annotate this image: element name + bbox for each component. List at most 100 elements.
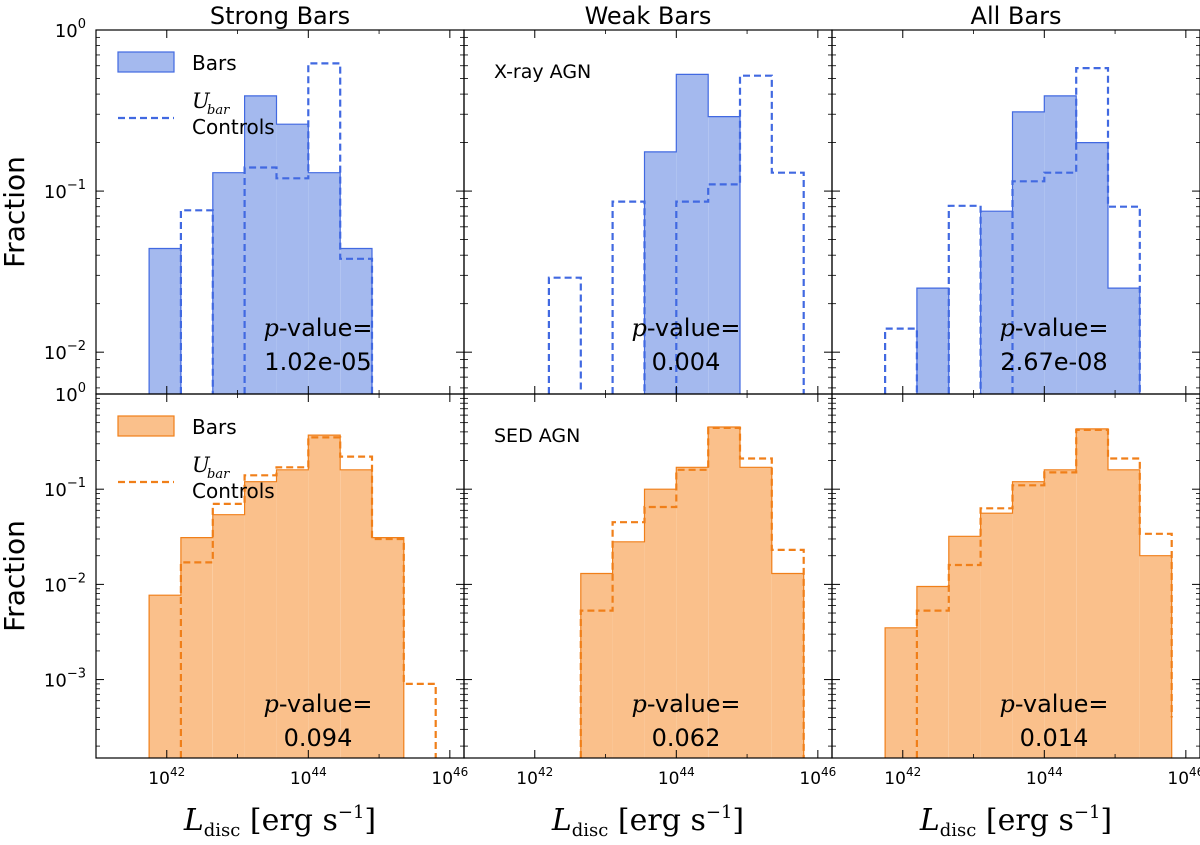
- x-label-symbol: L: [551, 803, 572, 838]
- plot-area: [148, 434, 437, 758]
- pvalue-label: p-value=: [999, 690, 1108, 718]
- legend-bars-swatch: [117, 415, 175, 437]
- bar: [1012, 111, 1045, 394]
- x-label-subscript: disc: [204, 820, 241, 840]
- pvalue-p: p: [631, 314, 646, 342]
- plot-area: [547, 73, 805, 394]
- legend-bars-label: Bars: [192, 415, 237, 439]
- legend-controls-symbol: U: [192, 89, 211, 113]
- bar: [149, 248, 181, 394]
- bar: [308, 172, 341, 394]
- x-tick-label: 1044: [290, 765, 327, 789]
- bar: [916, 586, 949, 758]
- pvalue-p: p: [999, 690, 1014, 718]
- sample-annotation: X-ray AGN: [494, 61, 591, 83]
- bar: [212, 172, 245, 394]
- pvalue-number: 2.67e-08: [1000, 348, 1107, 376]
- x-tick-label: 1046: [799, 765, 836, 789]
- bar: [180, 537, 213, 758]
- pvalue-rest: -value=: [279, 690, 373, 718]
- bar: [1139, 555, 1172, 758]
- pvalue-p: p: [263, 690, 278, 718]
- bar: [771, 573, 804, 758]
- pvalue-number: 0.062: [652, 724, 721, 752]
- bar: [644, 151, 677, 394]
- y-tick-label: 10−2: [44, 571, 86, 596]
- bar: [276, 469, 309, 758]
- pvalue-number: 0.094: [284, 724, 353, 752]
- bars-outline: [884, 428, 1173, 758]
- x-axis-label: Ldisc [erg s−1]: [551, 802, 744, 840]
- pvalue-number: 0.014: [1020, 724, 1089, 752]
- x-tick-label: 1046: [1167, 765, 1200, 789]
- panel-1-1: 1042 1044 1046 SED AGN p-value= 0.062: [463, 393, 836, 789]
- pvalue-number: 1.02e-05: [264, 348, 371, 376]
- bars-outline: [916, 95, 1141, 394]
- bar: [708, 116, 740, 394]
- bar: [1076, 142, 1108, 394]
- pvalue-rest: -value=: [1015, 314, 1109, 342]
- panel-0-0: 100 10−1 10−2 Strong Bars p-value= 1.02e-05 Ba…: [44, 2, 465, 395]
- plot-area: [579, 426, 805, 758]
- x-label-close: ]: [732, 803, 744, 838]
- controls-step-line: [179, 436, 437, 758]
- bar: [612, 541, 645, 758]
- bar: [276, 124, 309, 394]
- x-label-unit: [erg s: [608, 803, 705, 838]
- legend-controls-symbol: U: [192, 453, 211, 477]
- legend-controls-subscript: bar: [207, 103, 230, 118]
- bar: [708, 427, 740, 758]
- legend-controls-subscript: bar: [207, 467, 230, 482]
- y-tick-label: 10−3: [44, 667, 86, 692]
- controls-step-line: [884, 67, 1141, 394]
- x-label-close: ]: [1100, 803, 1112, 838]
- pvalue-rest: -value=: [279, 314, 373, 342]
- pvalue-rest: -value=: [1015, 690, 1109, 718]
- y-axis-label: Fraction: [0, 156, 31, 268]
- pvalue-label: p-value=: [263, 314, 372, 342]
- x-tick-label: 1046: [431, 765, 468, 789]
- bar: [948, 536, 981, 758]
- bar: [1108, 469, 1140, 758]
- bar: [1108, 288, 1140, 394]
- pvalue-label: p-value=: [263, 690, 372, 718]
- x-tick-label: 1042: [884, 765, 921, 789]
- bar: [1076, 428, 1108, 758]
- bar: [308, 435, 341, 758]
- x-label-symbol: L: [919, 803, 940, 838]
- plot-area: [884, 67, 1141, 394]
- pvalue-rest: -value=: [647, 314, 741, 342]
- legend-controls-label: Controls: [192, 115, 275, 139]
- x-tick-label: 1042: [516, 765, 553, 789]
- pvalue-number: 0.004: [652, 348, 721, 376]
- pvalue-p: p: [631, 690, 646, 718]
- column-title: Weak Bars: [585, 2, 712, 30]
- pvalue-label: p-value=: [631, 690, 740, 718]
- bar: [740, 467, 772, 758]
- bar: [676, 74, 709, 394]
- bar: [244, 95, 277, 394]
- pvalue-p: p: [999, 314, 1014, 342]
- x-label-close: ]: [364, 803, 376, 838]
- bar: [149, 595, 181, 758]
- x-tick-label: 1044: [1026, 765, 1063, 789]
- x-axis-label: Ldisc [erg s−1]: [183, 802, 376, 840]
- x-label-subscript: disc: [940, 820, 977, 840]
- pvalue-p: p: [263, 314, 278, 342]
- x-label-symbol: L: [183, 803, 204, 838]
- x-label-unit: [erg s: [976, 803, 1073, 838]
- bar: [980, 211, 1013, 394]
- bar: [212, 514, 245, 758]
- x-axis-label: Ldisc [erg s−1]: [919, 802, 1112, 840]
- bar: [244, 481, 277, 758]
- legend-controls-label: Controls: [192, 479, 275, 503]
- bar: [885, 627, 917, 758]
- x-label-unit: [erg s: [240, 803, 337, 838]
- bar: [644, 489, 677, 758]
- x-label-exponent: −1: [706, 802, 733, 823]
- panel-1-0: 100 10−1 10−2 10−3 1042 1044 1046 p-value= 0.094…: [44, 381, 468, 789]
- panel-0-2: All Bars p-value= 2.67e-08: [831, 2, 1200, 395]
- bar: [1044, 469, 1077, 758]
